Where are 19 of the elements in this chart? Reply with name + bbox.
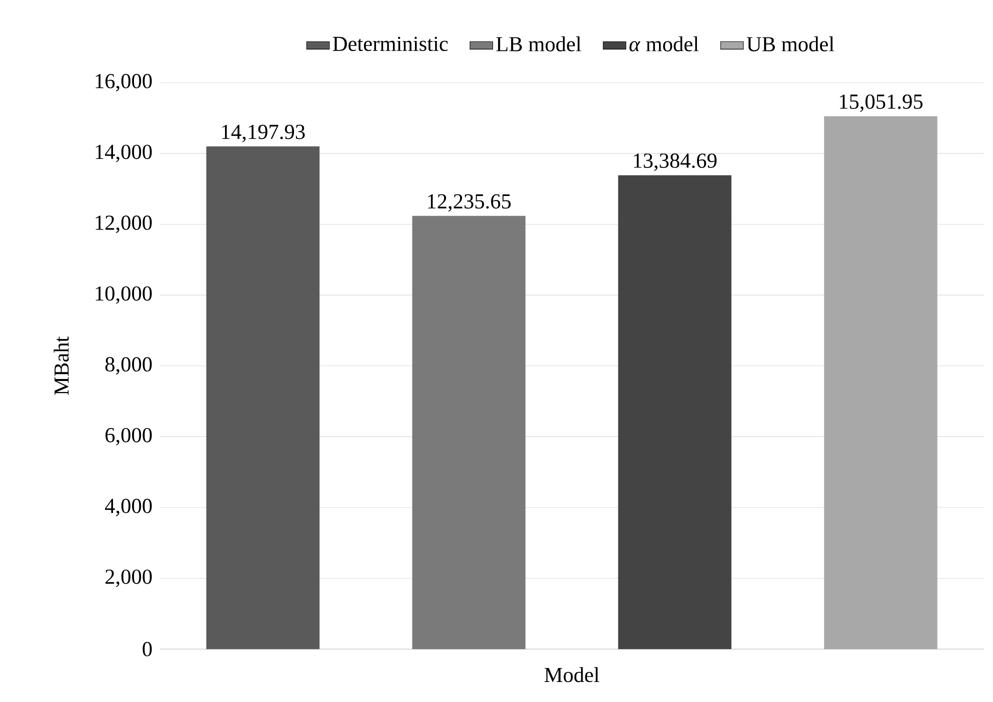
- legend-label: LB model: [496, 36, 582, 52]
- data-label: 13,384.69: [634, 153, 717, 171]
- data-label: 14,197.93: [222, 124, 305, 142]
- y-tick-label: 0: [142, 642, 152, 656]
- y-tick-label: 8,000: [105, 356, 152, 374]
- data-label: 12,235.65: [428, 194, 511, 212]
- data-label: 15,051.95: [840, 94, 923, 112]
- y-tick-label: 16,000: [96, 74, 152, 92]
- x-axis-title: Model: [544, 666, 600, 682]
- legend-label: UB model: [746, 36, 834, 52]
- y-tick-label: 2,000: [106, 569, 152, 587]
- legend-label: α model: [629, 36, 699, 52]
- y-tick-label: 10,000: [96, 286, 152, 304]
- y-tick-label: 6,000: [106, 428, 152, 446]
- y-axis-title: MBaht: [54, 336, 69, 395]
- y-tick-label: 12,000: [96, 215, 152, 233]
- legend-label: Deterministic: [332, 36, 448, 51]
- y-tick-label: 4,000: [105, 498, 152, 516]
- y-tick-label: 14,000: [96, 144, 152, 162]
